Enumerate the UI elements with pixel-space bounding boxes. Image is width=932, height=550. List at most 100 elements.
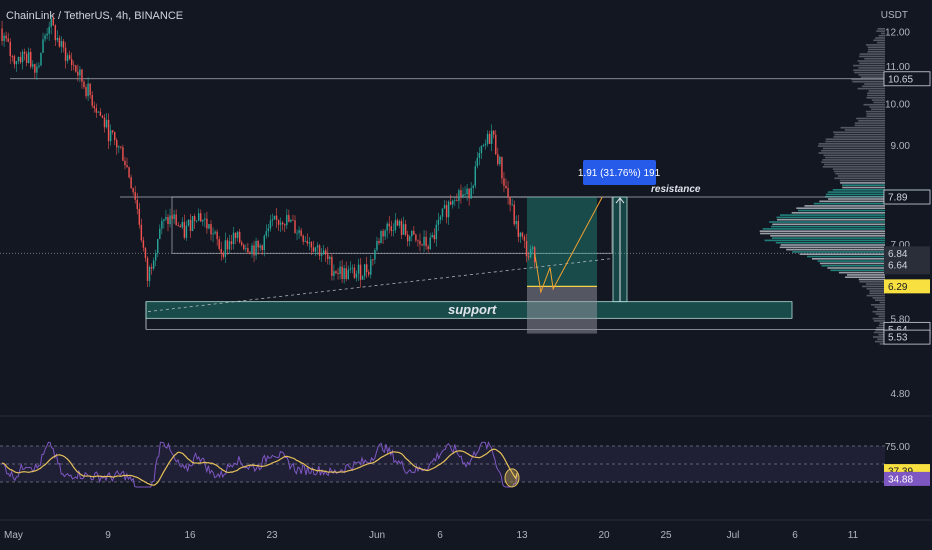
profile-bar (844, 129, 885, 131)
rsi-tag-label: 34.88 (888, 474, 913, 485)
candle (91, 91, 93, 109)
profile-bar (875, 313, 885, 315)
candle (114, 131, 116, 146)
candle (169, 208, 171, 228)
profile-bar (834, 133, 885, 136)
profile-bar (832, 168, 885, 170)
candle (374, 248, 376, 264)
candle (429, 232, 431, 251)
candle (454, 197, 456, 207)
time-tick-label: 11 (848, 530, 859, 541)
candle (466, 184, 468, 201)
candle (484, 139, 487, 150)
candle (462, 187, 464, 199)
candle (419, 233, 421, 252)
candle (3, 32, 5, 47)
candle-body (476, 157, 479, 167)
profile-bar (873, 101, 885, 104)
candle-body (5, 35, 7, 39)
candle (230, 234, 233, 251)
candle (306, 233, 309, 247)
candle (95, 103, 98, 118)
candle-body (77, 71, 79, 76)
candle-body (388, 223, 390, 227)
candle (492, 130, 495, 139)
candle (157, 238, 159, 258)
candle-body (292, 219, 294, 221)
rsi-tick-label: 75.00 (885, 442, 910, 453)
candle (177, 222, 179, 227)
price-tag: 6.64 (884, 258, 930, 273)
candle-body (284, 224, 286, 226)
candle (23, 48, 26, 61)
candle-body (300, 230, 302, 236)
candle (171, 209, 173, 221)
candle-body (294, 220, 296, 233)
candle (386, 221, 388, 239)
candle-body (347, 269, 349, 280)
price-tag-label: 7.89 (888, 193, 908, 204)
profile-bar (875, 340, 885, 343)
candle (220, 241, 222, 261)
candle (329, 255, 331, 266)
profile-bar (873, 331, 885, 334)
profile-bar (878, 333, 885, 336)
candle (284, 223, 286, 233)
candle-body (374, 249, 376, 260)
candle (273, 215, 276, 221)
profile-bar (864, 83, 885, 85)
time-tick-label: Jun (369, 530, 385, 541)
price-tick-label: 10.00 (885, 100, 910, 111)
profile-bar (871, 304, 885, 306)
candle-body (259, 245, 261, 248)
candle (445, 200, 448, 224)
profile-bar (877, 41, 885, 44)
profile-bar (825, 140, 885, 143)
support-zone (145, 301, 793, 319)
candle (150, 263, 153, 275)
candle (93, 101, 95, 113)
candle (527, 252, 530, 261)
candle-body (390, 226, 393, 231)
candle-body (363, 264, 366, 277)
candle-body (62, 41, 65, 48)
candle (32, 60, 34, 70)
candle-body (109, 130, 112, 142)
measure-label: 1.91 (31.76%) 191 (578, 168, 661, 179)
candle-body (503, 178, 505, 186)
profile-bar (818, 143, 885, 145)
projection-path (534, 196, 603, 294)
candle (118, 145, 120, 153)
profile-bar (852, 80, 885, 83)
profile-bar (804, 205, 885, 207)
candle (200, 209, 202, 223)
profile-bar (858, 278, 885, 281)
candle-body (470, 187, 472, 199)
candle (165, 209, 167, 222)
candle (126, 157, 128, 168)
candle-body (210, 224, 212, 235)
candle (130, 174, 132, 190)
candle (214, 229, 216, 235)
candle-body (431, 235, 433, 238)
profile-bar (872, 317, 885, 320)
candle (163, 218, 165, 229)
candle (417, 239, 419, 247)
price-tag: 10.65 (883, 71, 931, 87)
candle-body (523, 236, 526, 241)
candle-body (499, 156, 501, 165)
candle (499, 155, 501, 167)
candle (234, 232, 237, 245)
profile-bar (857, 87, 885, 90)
candle-body (406, 234, 409, 242)
candle (159, 224, 161, 240)
candle-body (370, 259, 372, 275)
candle-body (179, 225, 181, 228)
candle (236, 230, 239, 242)
candle (443, 199, 446, 210)
candle-body (445, 205, 448, 218)
candle (292, 214, 294, 221)
candle (120, 146, 122, 150)
profile-bar (858, 74, 885, 76)
